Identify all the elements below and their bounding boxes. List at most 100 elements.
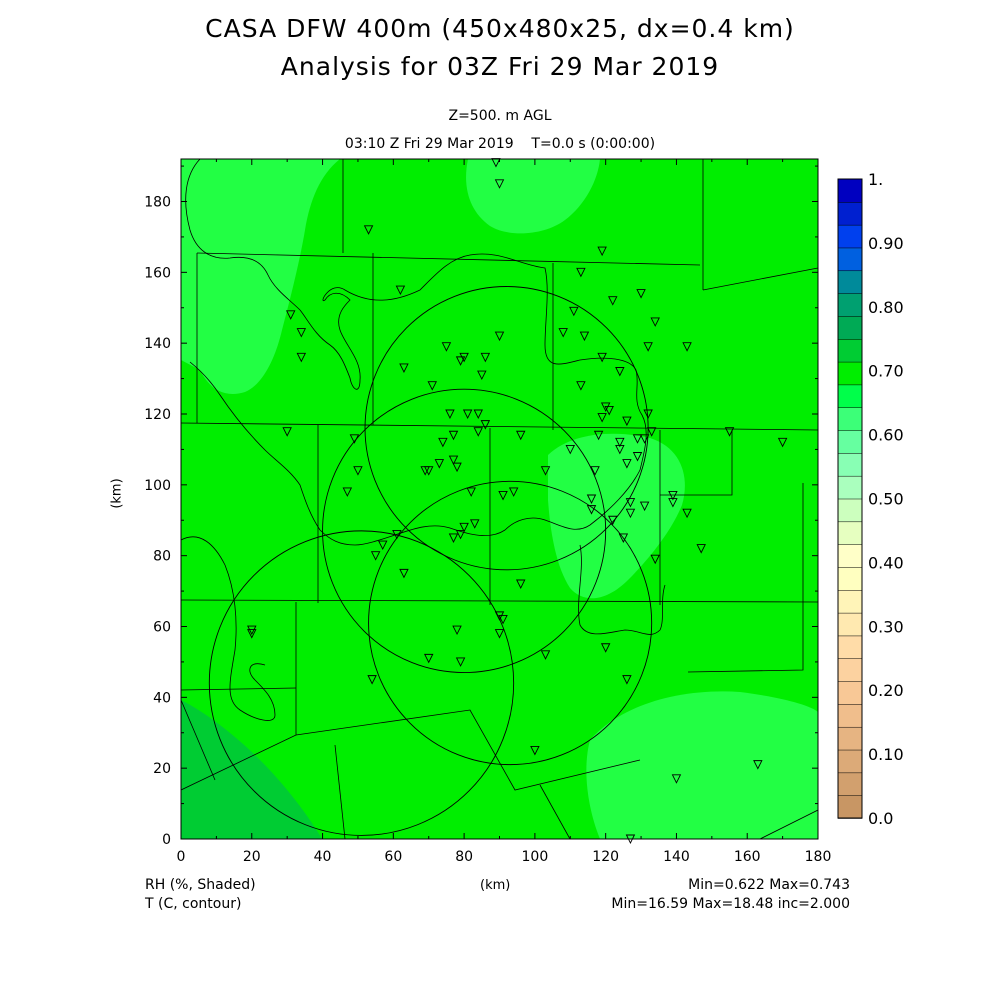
colorbar-swatch xyxy=(837,384,863,408)
station-marker xyxy=(247,625,257,636)
county-line xyxy=(539,784,571,839)
y-tick-label: 140 xyxy=(144,336,171,352)
station-marker xyxy=(646,427,657,437)
station-marker xyxy=(349,434,360,444)
colorbar-swatch xyxy=(837,703,863,728)
station-marker xyxy=(462,409,473,420)
y-tick-label: 0 xyxy=(162,832,171,848)
station-marker xyxy=(296,328,307,338)
station-marker xyxy=(392,529,402,540)
station-marker xyxy=(353,466,363,476)
radar-circle xyxy=(208,530,515,836)
station-marker xyxy=(247,629,257,639)
station-marker xyxy=(565,444,576,455)
station-marker xyxy=(516,579,526,590)
colorbar-swatch xyxy=(837,794,863,819)
station-marker xyxy=(285,310,296,320)
y-tick-label: 120 xyxy=(144,407,171,423)
station-marker xyxy=(441,342,452,352)
colorbar: 0.0 0.10 0.20 0.30 0.40 0.50 0.60 0.70 0.80 0.90 1… xyxy=(837,170,904,828)
station-marker xyxy=(455,657,466,667)
colorbar-swatch xyxy=(837,247,863,272)
temperature-contour xyxy=(185,159,647,546)
radar-circle xyxy=(322,388,607,673)
station-marker xyxy=(777,437,788,448)
colorbar-swatch xyxy=(837,406,863,431)
y-axis: 0 20 40 60 80 100 120 140 160 180 xyxy=(144,165,818,848)
station-marker xyxy=(434,459,445,469)
rh-shade-northwest xyxy=(181,159,340,394)
colorbar-swatch xyxy=(837,635,863,660)
station-marker xyxy=(622,416,632,427)
station-marker xyxy=(593,430,604,441)
station-marker xyxy=(498,614,508,625)
station-marker xyxy=(671,774,682,784)
radar-coverage-circles xyxy=(208,286,653,836)
station-marker xyxy=(448,533,459,543)
rh-shade-southeast xyxy=(586,691,818,839)
county-line xyxy=(295,709,641,791)
county-line xyxy=(181,422,818,431)
station-marker xyxy=(615,437,625,448)
station-marker xyxy=(455,356,466,366)
colorbar-swatch xyxy=(837,201,863,226)
colorbar-swatch xyxy=(837,452,863,477)
county-line xyxy=(196,252,701,266)
station-marker xyxy=(540,466,551,476)
x-tick-label: 80 xyxy=(455,849,473,865)
x-tick-label: 120 xyxy=(592,849,619,865)
station-marker xyxy=(473,427,483,437)
station-marker xyxy=(639,434,650,444)
y-axis-label: (km) xyxy=(109,478,125,509)
y-tick-label: 40 xyxy=(153,690,171,706)
footer-stats-t: Min=16.59 Max=18.48 inc=2.000 xyxy=(611,896,850,912)
colorbar-swatch xyxy=(837,292,863,317)
station-marker xyxy=(480,352,491,363)
station-markers xyxy=(247,158,788,845)
county-borders xyxy=(181,159,818,839)
station-marker xyxy=(586,505,597,515)
time-label: 03:10 Z Fri 29 Mar 2019 T=0.0 s (0:00:00… xyxy=(344,136,656,152)
station-marker xyxy=(370,551,381,561)
station-marker xyxy=(579,331,590,342)
station-marker xyxy=(438,437,448,448)
station-marker xyxy=(632,434,643,444)
station-marker xyxy=(608,296,618,306)
station-marker xyxy=(576,381,586,391)
county-line xyxy=(181,599,818,603)
station-marker xyxy=(668,491,678,501)
station-marker xyxy=(367,675,377,685)
station-marker xyxy=(423,653,434,664)
station-marker xyxy=(459,522,469,533)
y-tick-label: 60 xyxy=(153,620,171,636)
station-marker xyxy=(363,225,374,235)
colorbar-swatch xyxy=(837,270,863,294)
station-marker xyxy=(399,568,409,579)
colorbar-swatch xyxy=(837,680,863,705)
station-marker xyxy=(608,515,618,526)
station-marker xyxy=(423,466,434,476)
colorbar-swatch xyxy=(837,498,863,523)
station-marker xyxy=(639,501,650,512)
station-marker xyxy=(600,643,611,653)
radar-circle xyxy=(368,480,653,766)
station-marker xyxy=(455,529,466,540)
level-label: Z=500. m AGL xyxy=(448,108,552,124)
station-marker xyxy=(459,352,469,363)
station-marker xyxy=(622,675,632,685)
chart-subtitle: Analysis for 03Z Fri 29 Mar 2019 xyxy=(280,52,720,81)
station-marker xyxy=(530,746,540,756)
station-marker xyxy=(452,462,462,473)
station-marker xyxy=(636,289,646,299)
station-marker xyxy=(650,317,660,327)
colorbar-label: 0.30 xyxy=(868,617,904,636)
station-marker xyxy=(508,487,519,497)
station-marker xyxy=(569,306,579,317)
station-marker xyxy=(395,285,406,296)
station-marker xyxy=(540,650,551,660)
x-tick-label: 60 xyxy=(384,849,402,865)
x-tick-label: 180 xyxy=(805,849,832,865)
x-tick-label: 100 xyxy=(522,849,549,865)
station-marker xyxy=(494,331,505,342)
station-marker xyxy=(516,430,526,441)
